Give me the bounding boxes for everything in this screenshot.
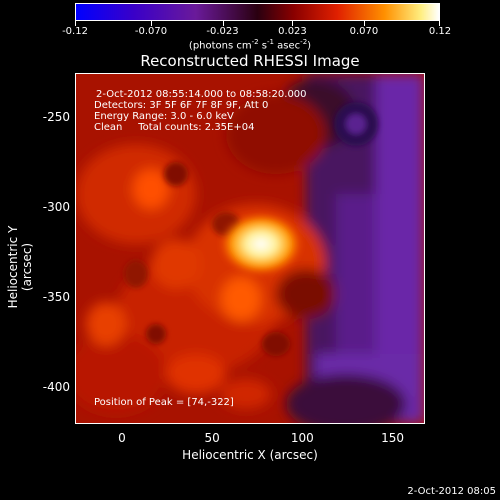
x-tick-label: 50 xyxy=(204,431,220,445)
rhessi-image xyxy=(76,74,424,423)
colorbar-units: (photons cm-2 s-1 asec-2) xyxy=(188,38,312,52)
colorbar xyxy=(75,3,440,21)
y-tick-label: -350 xyxy=(42,290,70,304)
colorbar-tick xyxy=(75,21,76,26)
image-plot xyxy=(75,73,425,424)
colorbar-tick xyxy=(292,21,294,26)
energy-range: Energy Range: 3.0 - 6.0 keV xyxy=(94,111,234,122)
colorbar-tick xyxy=(363,21,365,26)
y-tick-label: -250 xyxy=(42,110,70,124)
colorbar-tick xyxy=(151,21,153,26)
colorbar-gradient xyxy=(76,4,439,20)
y-tick-label: -300 xyxy=(42,200,70,214)
x-axis-label: Heliocentric X (arcsec) xyxy=(182,448,318,462)
colorbar-tick xyxy=(222,21,224,26)
plot-timestamp: 2-Oct-2012 08:05 xyxy=(407,486,496,497)
y-axis-label: Heliocentric Y (arcsec) xyxy=(6,225,34,309)
observation-time: 2-Oct-2012 08:55:14.000 to 08:58:20.000 xyxy=(96,89,307,100)
x-tick-label: 100 xyxy=(290,431,314,445)
x-tick-label: 0 xyxy=(118,431,126,445)
colorbar-tick xyxy=(439,21,440,26)
colorbar-tick-label: 0.070 xyxy=(349,26,379,37)
image-title: Reconstructed RHESSI Image xyxy=(140,52,360,70)
x-tick-label: 150 xyxy=(381,431,404,445)
colorbar-tick-label: 0.12 xyxy=(428,26,452,37)
colorbar-tick-label: -0.12 xyxy=(62,26,88,37)
colorbar-tick-label: -0.023 xyxy=(206,26,239,37)
y-tick-label: -400 xyxy=(42,380,70,394)
colorbar-tick-label: -0.070 xyxy=(134,26,168,37)
colorbar-tick-label: 0.023 xyxy=(278,26,307,37)
peak-position: Position of Peak = [74,-322] xyxy=(94,397,234,408)
colorbar-ticks xyxy=(75,21,440,27)
detectors-info: Detectors: 3F 5F 6F 7F 8F 9F, Att 0 xyxy=(94,100,269,111)
method-counts: Clean Total counts: 2.35E+04 xyxy=(94,122,255,133)
